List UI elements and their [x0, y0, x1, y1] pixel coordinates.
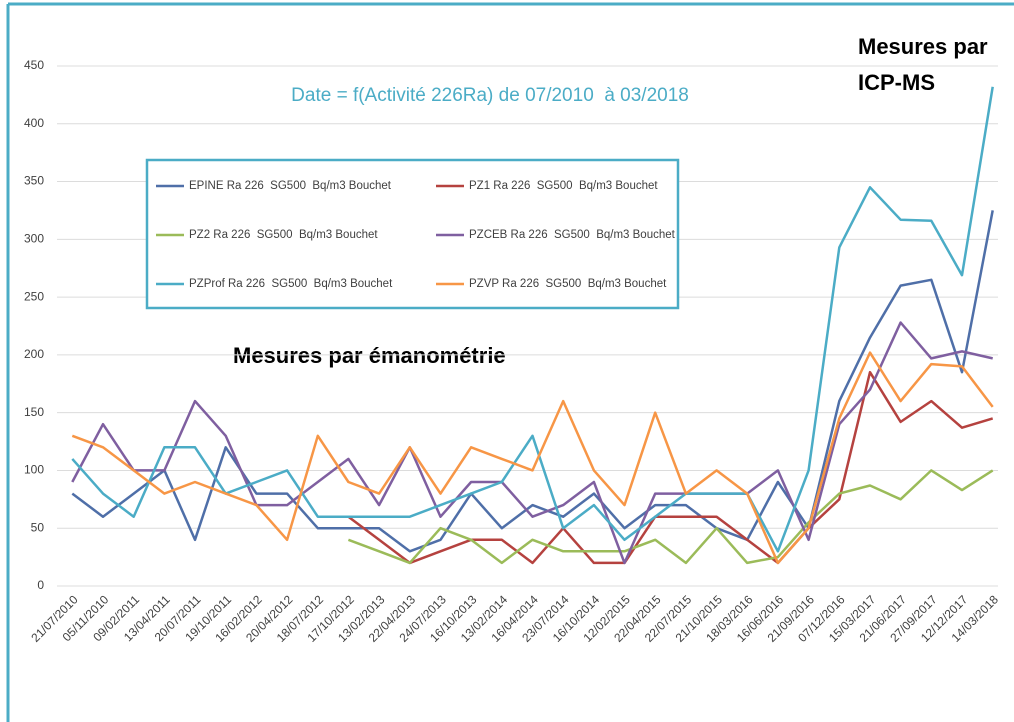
chart-title: Date = f(Activité 226Ra) de 07/2010 à 03… [291, 85, 689, 106]
annotation: Mesures par [858, 34, 988, 59]
y-tick-label: 150 [24, 405, 44, 419]
y-tick-label: 400 [24, 116, 44, 130]
y-tick-label: 50 [31, 520, 45, 534]
series-line [71, 321, 993, 565]
series-line [71, 351, 994, 565]
y-tick-label: 100 [24, 463, 44, 477]
legend-label: PZ1 Ra 226 SG500 Bq/m3 Bouchet [469, 180, 658, 192]
y-tick-label: 0 [37, 578, 44, 592]
legend-label: PZ2 Ra 226 SG500 Bq/m3 Bouchet [189, 229, 378, 241]
legend [145, 158, 680, 310]
legend-label: PZProf Ra 226 SG500 Bq/m3 Bouchet [189, 278, 393, 290]
legend-label: PZVP Ra 226 SG500 Bq/m3 Bouchet [469, 278, 667, 290]
annotation: ICP-MS [858, 70, 935, 95]
legend-label: EPINE Ra 226 SG500 Bq/m3 Bouchet [189, 180, 392, 192]
y-tick-label: 450 [24, 58, 44, 72]
legend-label: PZCEB Ra 226 SG500 Bq/m3 Bouchet [469, 229, 676, 241]
series-line [347, 469, 994, 565]
y-tick-label: 300 [24, 232, 44, 246]
y-tick-label: 250 [24, 289, 44, 303]
y-tick-label: 200 [24, 347, 44, 361]
series-line [347, 370, 994, 565]
series-line [71, 210, 994, 553]
y-tick-label: 350 [24, 174, 44, 188]
